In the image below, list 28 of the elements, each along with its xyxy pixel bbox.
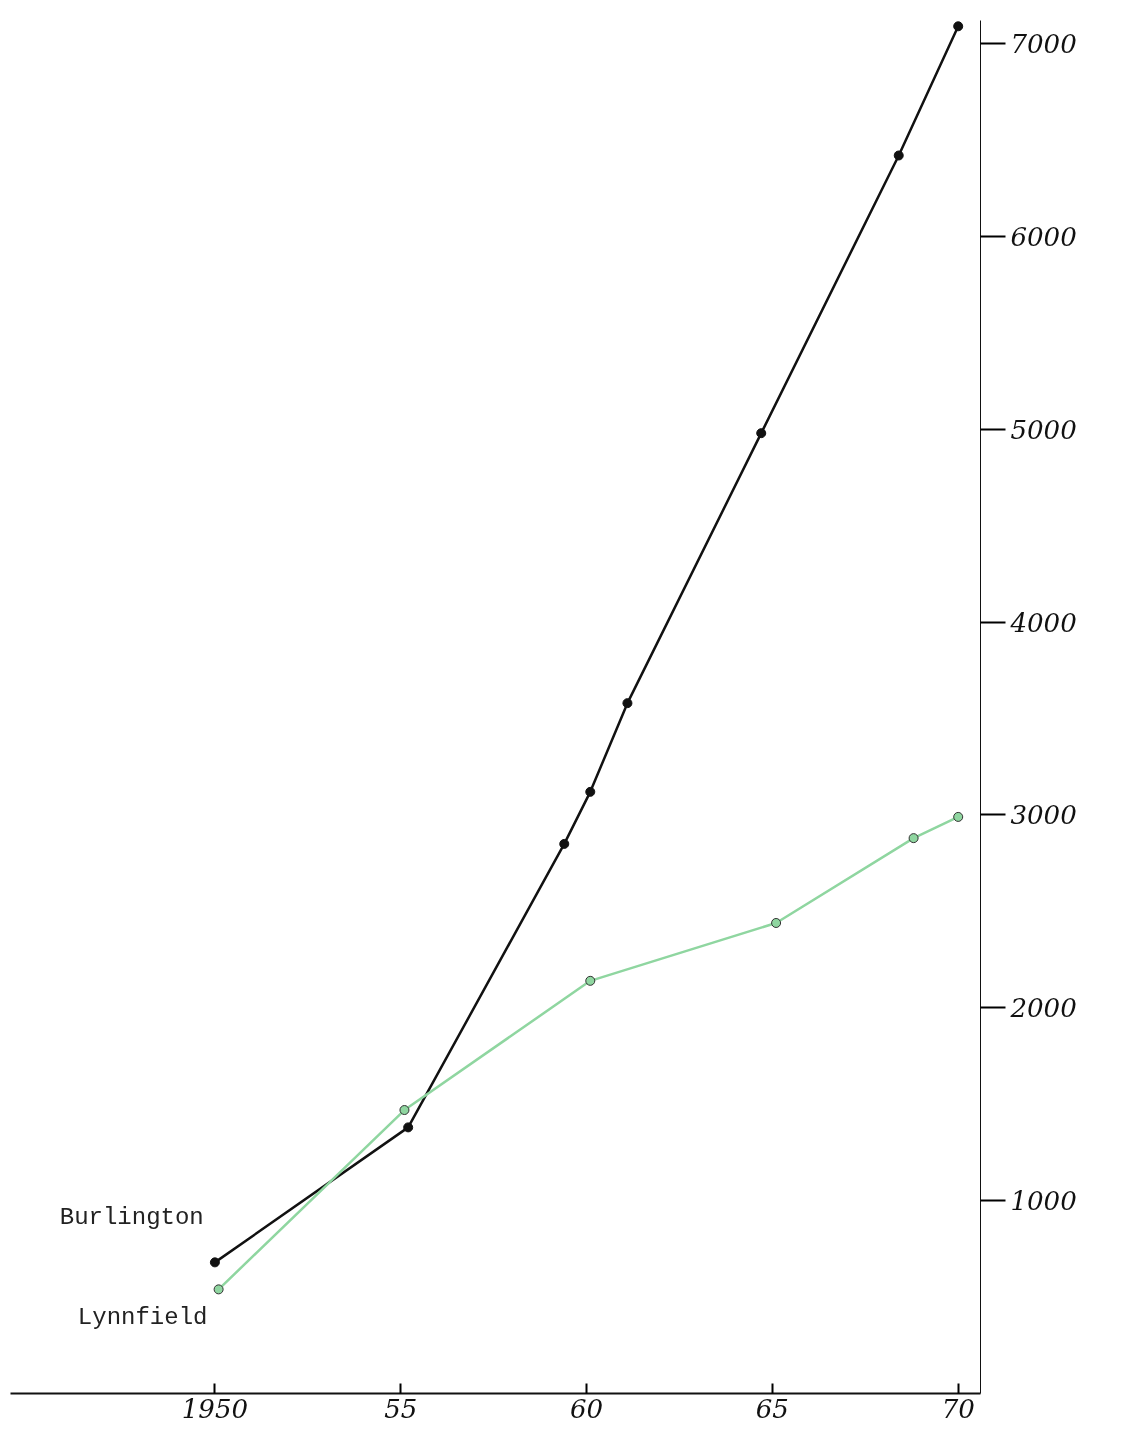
point [559,838,570,849]
point [756,428,767,439]
x-tick-label: 55 [384,1393,418,1424]
y-tick-label: 2000 [1009,993,1077,1024]
y-tick-label: 5000 [1010,414,1077,445]
point [893,150,904,161]
series-label: Lynnfield [77,1303,208,1331]
x-tick-label: 70 [941,1393,975,1424]
y-tick-label: 1000 [1010,1186,1077,1217]
point [771,917,782,928]
y-tick-label: 6000 [1010,221,1077,252]
y-tick-label: 4000 [1009,607,1077,638]
point [403,1122,414,1133]
y-tick-label: 7000 [1010,29,1077,60]
point [908,833,919,844]
x-tick-label: 1950 [181,1393,248,1424]
point [585,786,596,797]
point [213,1284,224,1295]
point [585,975,596,986]
point [953,811,964,822]
y-tick-label: 3000 [1010,800,1077,831]
x-tick-label: 60 [570,1393,604,1424]
point [399,1105,410,1116]
point [209,1257,220,1268]
series-label: Burlington [59,1203,204,1231]
point [622,698,633,709]
x-tick-label: 65 [755,1393,789,1424]
point [953,21,964,32]
